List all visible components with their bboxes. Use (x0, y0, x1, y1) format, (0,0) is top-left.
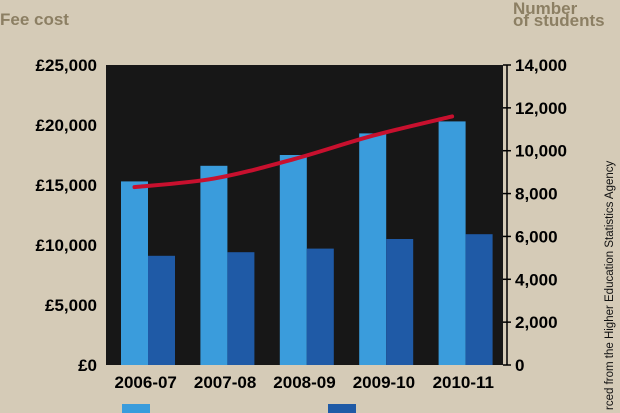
left-tick-label: £25,000 (36, 56, 97, 75)
right-axis-title-line1: Number (513, 0, 578, 18)
bar-fee-cost-dark (306, 248, 334, 365)
source-note: rced from the Higher Education Statistic… (604, 160, 616, 410)
x-tick-label: 2007-08 (194, 373, 256, 392)
bar-fee-cost-dark (148, 255, 175, 365)
bar-fee-cost-light (200, 165, 228, 365)
bar-fee-cost-dark (386, 239, 414, 365)
x-tick-label: 2010-11 (433, 373, 494, 392)
x-axis-labels: 2006-07 2007-08 2008-09 2009-10 2010-11 (115, 373, 495, 392)
bar-fee-cost-dark (465, 234, 493, 365)
right-axis-title-line2: of students (513, 11, 605, 30)
left-tick-label: £15,000 (36, 176, 97, 195)
bar-fee-cost-light (121, 181, 148, 365)
right-tick-label: 10,000 (515, 142, 567, 161)
legend (122, 404, 356, 413)
right-tick-label: 0 (515, 356, 524, 375)
left-axis-labels: £0 £5,000 £10,000 £15,000 £20,000 £25,000 (36, 56, 97, 375)
right-tick-label: 2,000 (515, 313, 558, 332)
bar-fee-cost-light (359, 133, 387, 365)
bars-group (121, 121, 493, 366)
legend-swatch-dark (328, 404, 356, 413)
legend-swatch-light (122, 404, 150, 413)
bar-fee-cost-dark (227, 252, 255, 365)
right-tick-label: 6,000 (515, 227, 558, 246)
right-tick-label: 8,000 (515, 185, 558, 204)
left-tick-label: £10,000 (36, 236, 97, 255)
bar-fee-cost-light (279, 155, 307, 365)
x-tick-label: 2009-10 (353, 373, 415, 392)
right-tick-label: 12,000 (515, 99, 567, 118)
right-tick-label: 4,000 (515, 270, 558, 289)
left-axis-title: Fee cost (0, 10, 69, 29)
line-layer (132, 114, 455, 190)
left-tick-label: £20,000 (36, 116, 97, 135)
x-tick-label: 2006-07 (115, 373, 177, 392)
right-tick-label: 14,000 (515, 56, 567, 75)
x-tick-label: 2008-09 (273, 373, 335, 392)
right-axis-labels: 0 2,000 4,000 6,000 8,000 10,000 12,000 14,000 (503, 56, 567, 375)
line-students (132, 114, 455, 190)
left-tick-label: £5,000 (45, 296, 97, 315)
bar-fee-cost-light (438, 121, 466, 366)
left-tick-label: £0 (78, 356, 97, 375)
